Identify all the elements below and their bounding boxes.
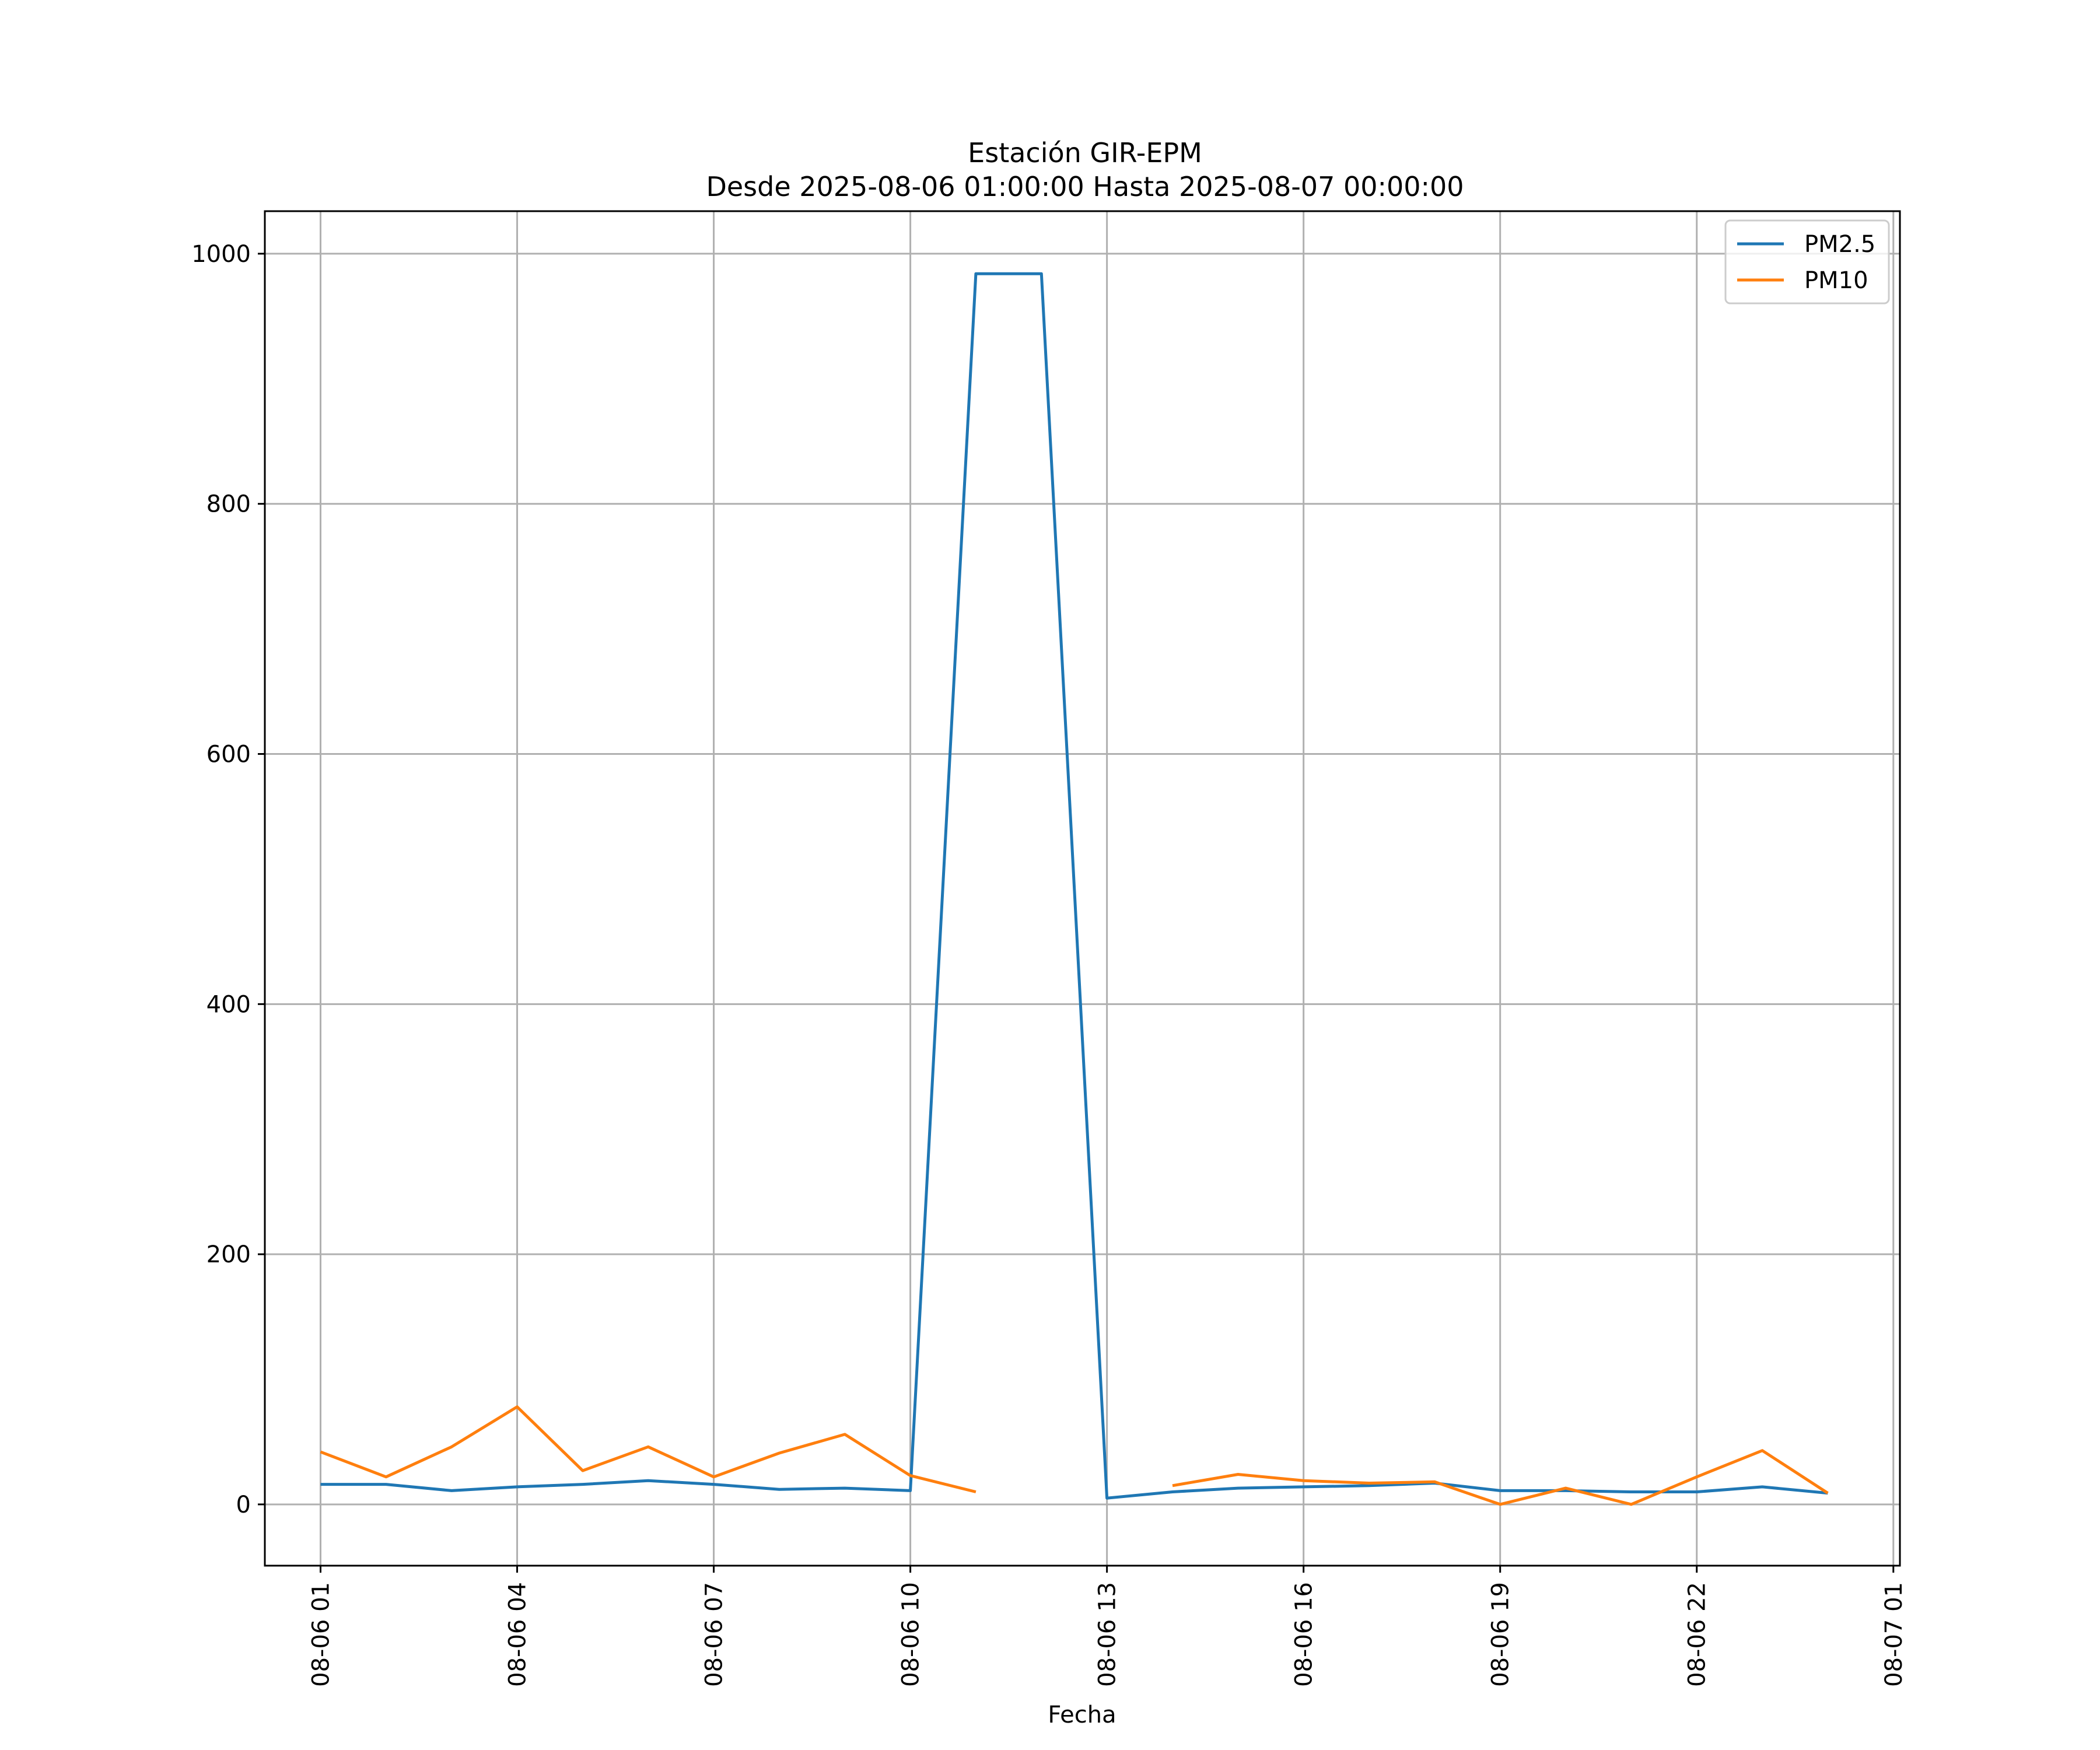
x-tick-label: 08-06 01 — [307, 1582, 334, 1687]
x-tick-label: 08-07 01 — [1881, 1582, 1908, 1687]
series-line-0 — [320, 272, 1828, 1500]
y-tick-label: 400 — [206, 991, 251, 1018]
chart-subtitle: Desde 2025-08-06 01:00:00 Hasta 2025-08-… — [706, 171, 1464, 202]
x-axis: 08-06 01 08-06 04 08-06 07 08-06 10 08-06 13… — [307, 1566, 1908, 1687]
series-line-1 — [320, 1405, 1829, 1506]
grid — [265, 211, 1900, 1566]
plot-frame — [264, 210, 1901, 1567]
y-tick-label: 600 — [206, 741, 251, 768]
x-tick-label: 08-06 16 — [1291, 1582, 1318, 1687]
x-tick-label: 08-06 10 — [898, 1582, 925, 1687]
x-tick-label: 08-06 13 — [1094, 1582, 1121, 1687]
y-tick-label: 0 — [236, 1492, 251, 1518]
x-tick-label: 08-06 22 — [1684, 1582, 1711, 1687]
y-tick-label: 200 — [206, 1241, 251, 1268]
y-tick-label: 800 — [206, 491, 251, 518]
legend-label: PM2.5 — [1804, 231, 1875, 258]
y-tick-label: 1000 — [191, 241, 251, 268]
x-tick-label: 08-06 07 — [701, 1582, 728, 1687]
legend: PM2.5 PM10 — [1724, 219, 1890, 304]
series-lines — [320, 272, 1829, 1506]
chart-title: Estación GIR-EPM — [968, 137, 1202, 169]
x-tick-label: 08-06 04 — [505, 1582, 531, 1687]
x-axis-label: Fecha — [1048, 1702, 1116, 1728]
x-tick-label: 08-06 19 — [1488, 1582, 1514, 1687]
legend-box — [1724, 219, 1890, 304]
y-axis: 0 200 400 600 800 1000 — [191, 241, 265, 1518]
legend-label: PM10 — [1804, 267, 1868, 294]
